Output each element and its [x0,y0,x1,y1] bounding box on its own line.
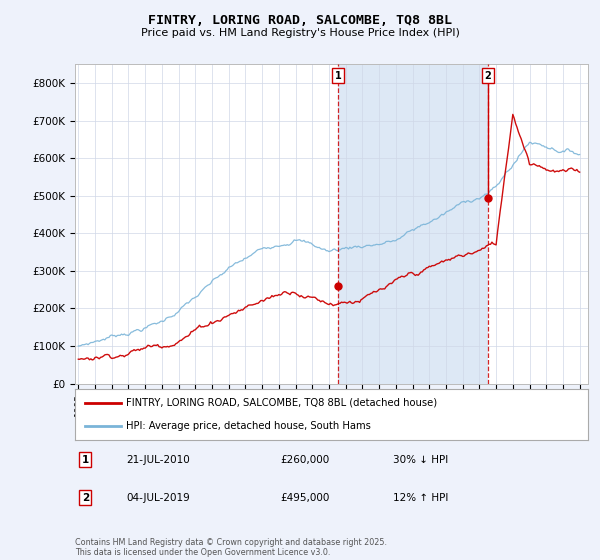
Text: 30% ↓ HPI: 30% ↓ HPI [393,455,448,465]
Text: £495,000: £495,000 [280,493,329,502]
Text: 2: 2 [82,493,89,502]
Text: HPI: Average price, detached house, South Hams: HPI: Average price, detached house, Sout… [127,421,371,431]
Text: Price paid vs. HM Land Registry's House Price Index (HPI): Price paid vs. HM Land Registry's House … [140,28,460,38]
Text: 1: 1 [82,455,89,465]
Text: FINTRY, LORING ROAD, SALCOMBE, TQ8 8BL: FINTRY, LORING ROAD, SALCOMBE, TQ8 8BL [148,14,452,27]
Text: 2: 2 [484,71,491,81]
Text: £260,000: £260,000 [280,455,329,465]
Text: 1: 1 [335,71,341,81]
Text: 21-JUL-2010: 21-JUL-2010 [127,455,190,465]
Text: 04-JUL-2019: 04-JUL-2019 [127,493,190,502]
Text: 12% ↑ HPI: 12% ↑ HPI [393,493,448,502]
Text: FINTRY, LORING ROAD, SALCOMBE, TQ8 8BL (detached house): FINTRY, LORING ROAD, SALCOMBE, TQ8 8BL (… [127,398,437,408]
Bar [338,64,488,384]
Text: Contains HM Land Registry data © Crown copyright and database right 2025.
This d: Contains HM Land Registry data © Crown c… [75,538,387,557]
